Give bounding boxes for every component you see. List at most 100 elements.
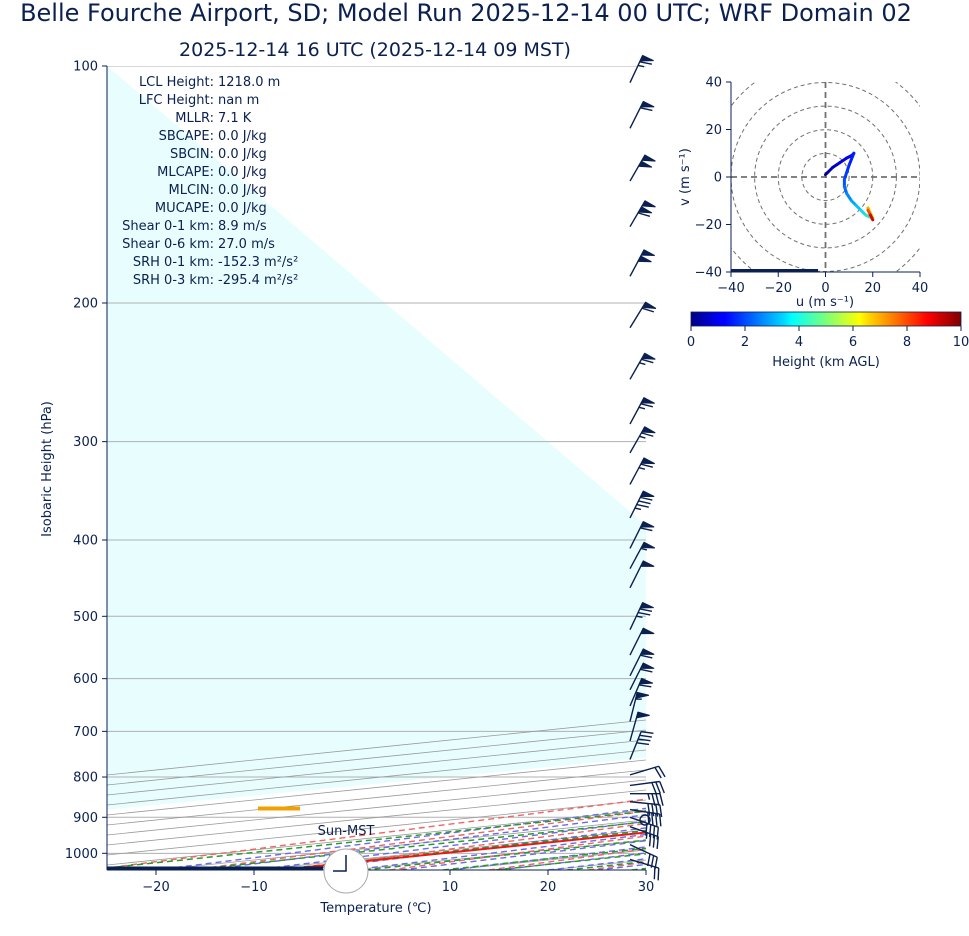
index-row: SBCIN: 0.0 J/kg (170, 147, 267, 162)
wind-barb-full (637, 212, 651, 218)
index-value: nan m (218, 93, 259, 108)
colorbar-gradient (690, 311, 962, 327)
wind-barb-full (640, 527, 653, 532)
wind-barb-full (640, 496, 653, 501)
wind-barb (629, 662, 655, 691)
wind-barb-full (641, 432, 654, 437)
index-label: SBCAPE: (159, 129, 214, 144)
sun-clock: Sun-MST (318, 824, 375, 894)
moist-adiabat-line (695, 66, 969, 870)
wind-barb (629, 765, 666, 779)
wind-barb-full (654, 857, 658, 870)
hodograph-ytick-label: 20 (705, 123, 722, 138)
colorbar-tick-label: 8 (903, 335, 911, 350)
wind-barb-flag (639, 662, 655, 669)
parcel-path-line (816, 599, 969, 819)
wind-barb-full (658, 765, 666, 778)
index-row: SBCAPE: 0.0 J/kg (159, 129, 267, 144)
wind-barb-half (636, 615, 643, 619)
wind-barb-full (639, 61, 653, 65)
skew-t-ytick-label: 200 (73, 297, 98, 312)
wind-barb (629, 154, 656, 182)
mixing-ratio-line (189, 821, 646, 870)
wind-barb-full (658, 813, 662, 827)
skew-t-ytick-label: 500 (73, 610, 98, 625)
wind-barb-half (645, 832, 648, 839)
wind-barbs (629, 54, 666, 881)
wind-barb-full (651, 812, 654, 826)
hodograph-ytick-label: 40 (705, 76, 722, 91)
wind-barb (629, 54, 654, 83)
wind-barb-full (656, 827, 660, 840)
index-label: Shear 0-1 km: (122, 219, 214, 234)
wind-barb (629, 601, 654, 631)
wind-barb (629, 520, 655, 549)
wind-barb-full (636, 503, 649, 508)
wind-barb-full (650, 855, 655, 868)
dry-adiabat-line (107, 798, 646, 869)
wind-barb-full (657, 868, 660, 881)
mixing-ratio-line (273, 829, 646, 870)
wind-barb-flag (640, 457, 655, 465)
mixing-ratio-line (679, 679, 969, 870)
skew-t-xlabel: Temperature (℃) (319, 901, 431, 916)
index-row: Shear 0-1 km: 8.9 m/s (122, 219, 267, 234)
index-row: MLCIN: 0.0 J/kg (169, 183, 267, 198)
skew-t-ytick-label: 900 (73, 811, 98, 826)
wind-barb-half (639, 362, 646, 366)
wind-barb-full (641, 307, 655, 313)
colorbar-label: Height (km AGL) (772, 355, 880, 370)
wind-barb-full (638, 500, 651, 505)
isotherm-line (645, 869, 646, 870)
wind-barb (629, 541, 656, 570)
sun-mst-label: Sun-MST (318, 824, 375, 839)
wind-barb-half (637, 64, 645, 68)
index-label: Shear 0-6 km: (122, 237, 214, 252)
isotherm-line (107, 719, 646, 776)
hodograph-axes: −40 −20 0 20 40 −40 −20 0 20 40 (695, 76, 929, 297)
hodograph-xtick-label: 40 (912, 281, 929, 296)
skew-t-ytick-label: 400 (73, 534, 98, 549)
wind-barb-full (648, 833, 652, 847)
wind-barb-flag (635, 711, 650, 719)
wind-barb-flag (639, 560, 655, 567)
wind-barb (629, 844, 658, 870)
mixing-ratio-line (107, 810, 646, 869)
wind-barb-shaft (629, 844, 658, 858)
colorbar-tick-label: 4 (795, 335, 803, 350)
wind-barb (629, 249, 655, 277)
colorbar-tick-label: 10 (953, 335, 969, 350)
index-label: SBCIN: (170, 147, 214, 162)
colorbar-tick-label: 0 (687, 335, 695, 350)
wind-barb-full (639, 608, 653, 612)
skew-t-xtick-label: 30 (638, 880, 655, 895)
wind-barb (629, 200, 656, 228)
index-value: 0.0 J/kg (218, 201, 267, 216)
skew-t-ytick-label: 600 (73, 672, 98, 687)
index-value: 0.0 J/kg (218, 129, 267, 144)
figure-title: Belle Fourche Airport, SD; Model Run 202… (20, 0, 912, 27)
wind-barb-flag (639, 627, 655, 635)
dry-adiabat-line (688, 66, 969, 870)
index-row: MLCAPE: 0.0 J/kg (157, 165, 267, 180)
wind-barb (629, 691, 650, 722)
wind-barb-full (640, 403, 653, 408)
parcel-line (816, 599, 969, 819)
wind-barb-full (651, 803, 655, 817)
index-value: 0.0 J/kg (218, 147, 267, 162)
hodograph-segment (868, 213, 875, 222)
wind-barb-full (655, 793, 660, 806)
wind-barb-full (638, 738, 651, 742)
hodograph-ylabel: v (m s⁻¹) (678, 148, 693, 206)
index-row: Shear 0-6 km: 27.0 m/s (122, 237, 275, 252)
index-value: 8.9 m/s (218, 219, 267, 234)
wind-barb-full (655, 781, 661, 794)
wind-barb (629, 560, 655, 589)
index-value: 7.1 K (218, 111, 252, 126)
wind-barb-flag (640, 249, 655, 257)
colorbar-tick-label: 6 (849, 335, 857, 350)
skew-t-xtick-label: 20 (540, 880, 557, 895)
index-row: SRH 0-1 km: -152.3 m²/s² (133, 255, 298, 270)
cape-shading (107, 66, 646, 810)
wind-barb-flag (637, 206, 653, 214)
